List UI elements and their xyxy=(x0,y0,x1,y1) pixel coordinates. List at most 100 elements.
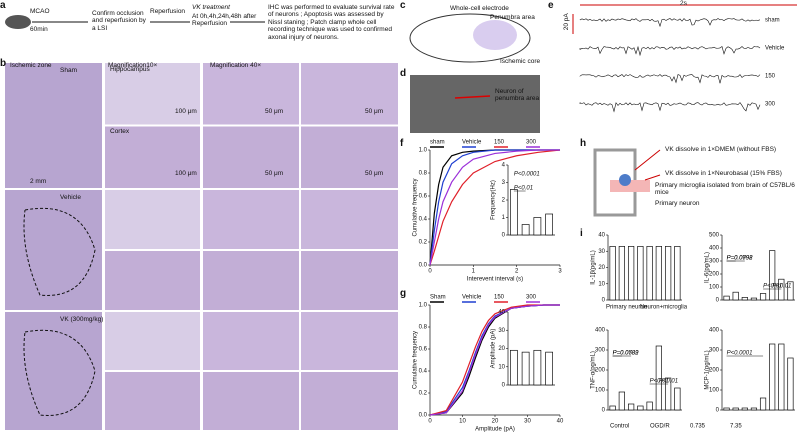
x-tick-label: 0 xyxy=(428,269,432,275)
micrograph xyxy=(203,190,299,249)
line xyxy=(429,149,560,266)
text: Primary microglia isolated from brain of… xyxy=(655,182,795,197)
y-tick-label: 1 xyxy=(502,215,506,221)
bar xyxy=(533,217,542,236)
plot-bg xyxy=(430,150,560,265)
micrograph xyxy=(301,312,398,370)
micrograph xyxy=(301,190,398,249)
micrograph xyxy=(105,372,200,430)
legend-label: sham xyxy=(430,140,445,146)
bar xyxy=(618,391,625,411)
y-tick-label: 400 xyxy=(709,328,720,334)
legend-label: Vehicle xyxy=(462,140,482,146)
text: Penumbra area xyxy=(490,14,535,21)
y-tick-label: 20 xyxy=(598,265,605,271)
y-axis-label: Cumulative frequency xyxy=(413,331,419,389)
bar xyxy=(627,246,635,301)
y-tick-label: 0.0 xyxy=(419,263,428,269)
bar xyxy=(750,297,758,301)
scale-label: 2 mm xyxy=(30,178,47,185)
legend-label: Vehicle xyxy=(462,295,482,301)
legend-label: 150 xyxy=(494,140,505,146)
lesion-outline xyxy=(23,207,96,296)
bar xyxy=(769,343,776,411)
p-value: P<0.01 xyxy=(514,186,533,192)
y-tick-label: 1.0 xyxy=(419,148,428,154)
text: Reperfusion xyxy=(150,8,186,15)
y-axis-label: IL-1β(pg/mL) xyxy=(591,250,597,284)
y-tick-label: 0 xyxy=(502,383,506,389)
group-label: Sham xyxy=(60,67,77,74)
y-tick-label: 30 xyxy=(498,328,505,334)
x-axis-label: Amplitude (pA) xyxy=(475,427,515,433)
whole-brain-image xyxy=(5,312,102,430)
y-tick-label: 0.4 xyxy=(419,369,428,375)
x-tick-label: 1 xyxy=(472,269,476,275)
y-axis-label: IL-6(pg/mL) xyxy=(705,252,711,283)
micrograph xyxy=(105,190,200,249)
text: MCAO xyxy=(30,8,50,15)
group-label: Primary neuron xyxy=(606,305,647,311)
text: At 0h,4h,24h,48h after Reperfusion xyxy=(192,13,257,28)
microglia xyxy=(619,174,631,186)
group-label: VK (300mg/kg) xyxy=(60,316,104,323)
y-tick-label: 3 xyxy=(502,180,506,186)
legend-label: 300 xyxy=(526,295,537,301)
region-label: Hippocampus xyxy=(110,66,150,73)
x-tick-label: 20 xyxy=(492,419,499,425)
p-value: P=0.0798 xyxy=(727,256,754,262)
text: Magnification 40× xyxy=(210,62,262,69)
bar xyxy=(778,278,785,301)
bar xyxy=(655,246,662,301)
text: Primary neuron xyxy=(655,200,700,207)
legend-label: OGD/R xyxy=(650,424,670,430)
bar xyxy=(769,250,776,301)
y-tick-label: 200 xyxy=(595,368,606,374)
bar xyxy=(646,401,653,411)
legend-label: 300 xyxy=(526,140,537,146)
bar xyxy=(655,345,662,411)
text: VK dissolve in 1×Neurobasal (15% FBS) xyxy=(665,170,782,177)
y-tick-label: 0.6 xyxy=(419,347,428,353)
bar xyxy=(759,397,767,411)
bar xyxy=(637,246,644,301)
y-axis-label: TNF-α(pg/mL) xyxy=(591,351,597,389)
p-value: P=0.0992 xyxy=(727,256,754,262)
y-tick-label: 0.8 xyxy=(419,325,428,331)
y-tick-label: 100 xyxy=(709,388,720,394)
arrow xyxy=(634,149,661,171)
text: Confirm occlusion and reperfusion by a L… xyxy=(92,10,146,32)
panel-label: b xyxy=(0,58,7,69)
y-tick-label: 0.0 xyxy=(419,413,428,419)
y-tick-label: 500 xyxy=(709,233,720,239)
micrograph xyxy=(410,75,540,133)
p-value: P<0.01 xyxy=(763,284,782,290)
bar xyxy=(510,349,518,386)
panel-label: h xyxy=(580,138,587,149)
panel-label: e xyxy=(548,0,554,11)
y-tick-label: 0 xyxy=(716,298,720,304)
text: Ischemic core xyxy=(500,58,541,65)
y-tick-label: 0 xyxy=(716,408,720,414)
legend-label: 0.735 xyxy=(690,424,706,430)
micrograph xyxy=(301,251,398,310)
y-tick-label: 0 xyxy=(602,298,606,304)
y-tick-label: 10 xyxy=(598,281,605,287)
scale-label: 50 μm xyxy=(365,170,384,177)
micrograph xyxy=(301,126,398,188)
text: IHC was performed to evaluate survival r… xyxy=(268,4,395,41)
bar xyxy=(787,357,794,411)
legend-label: 7.35 xyxy=(730,424,742,430)
text: Magnification10× xyxy=(108,62,158,69)
x-tick-label: 30 xyxy=(524,419,531,425)
trace xyxy=(579,45,761,57)
x-tick-label: 0 xyxy=(428,419,432,425)
trace-label: 150 xyxy=(765,74,776,80)
y-axis-label: Cumulative frequency xyxy=(413,178,419,236)
y-tick-label: 400 xyxy=(709,246,720,252)
y-tick-label: 0.2 xyxy=(419,240,428,246)
bar xyxy=(510,189,518,236)
micrograph xyxy=(301,372,398,430)
